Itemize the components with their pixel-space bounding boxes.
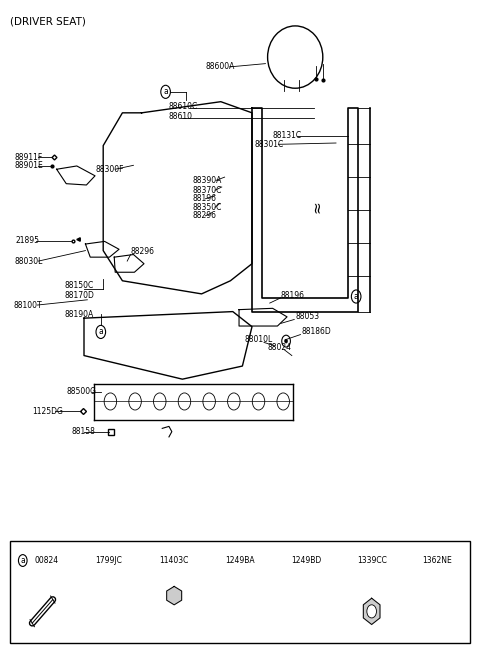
Text: 88350C: 88350C	[193, 203, 222, 212]
Text: 88158: 88158	[71, 427, 95, 436]
Text: 1249BA: 1249BA	[225, 556, 255, 565]
Text: 88296: 88296	[131, 247, 155, 256]
Text: 88170D: 88170D	[65, 291, 95, 300]
Text: 88024: 88024	[268, 343, 292, 352]
Text: a: a	[98, 327, 103, 337]
Text: 88053: 88053	[295, 312, 319, 321]
Text: 1799JC: 1799JC	[95, 556, 122, 565]
Text: 88010L: 88010L	[245, 335, 273, 344]
Text: 88370C: 88370C	[193, 186, 222, 195]
Ellipse shape	[300, 591, 311, 600]
Text: 88911F: 88911F	[14, 153, 43, 162]
Text: 00824: 00824	[35, 556, 59, 565]
Text: 88196: 88196	[193, 194, 217, 203]
Text: 21895: 21895	[15, 236, 39, 245]
Text: 88190A: 88190A	[65, 310, 94, 319]
Text: 88131C: 88131C	[273, 131, 302, 140]
Text: 1362NE: 1362NE	[422, 556, 452, 565]
Ellipse shape	[235, 591, 245, 600]
Text: 88296: 88296	[193, 211, 217, 220]
Text: 11403C: 11403C	[159, 556, 189, 565]
Text: 88030L: 88030L	[14, 256, 43, 266]
Circle shape	[367, 605, 376, 618]
Text: 88300F: 88300F	[95, 165, 123, 174]
Polygon shape	[363, 598, 380, 625]
Text: 88100T: 88100T	[13, 300, 42, 310]
Text: 88600A: 88600A	[205, 62, 235, 72]
Text: a: a	[20, 556, 25, 565]
Text: a: a	[354, 292, 359, 301]
Text: 88610C: 88610C	[169, 102, 198, 111]
Text: 88196: 88196	[281, 291, 305, 300]
Text: ≈: ≈	[309, 200, 324, 213]
Circle shape	[285, 339, 288, 343]
Text: 88901E: 88901E	[14, 161, 43, 171]
Text: a: a	[163, 87, 168, 96]
Text: 1339CC: 1339CC	[357, 556, 386, 565]
Bar	[10, 541, 470, 643]
Text: 1249BD: 1249BD	[291, 556, 321, 565]
Text: (DRIVER SEAT): (DRIVER SEAT)	[10, 16, 85, 26]
Text: 88186D: 88186D	[301, 327, 331, 337]
Text: 88610: 88610	[169, 112, 193, 121]
Text: 88390A: 88390A	[193, 176, 222, 185]
Polygon shape	[167, 586, 181, 605]
Text: 88500G: 88500G	[66, 387, 96, 396]
Text: 88150C: 88150C	[65, 281, 94, 290]
Text: 1125DG: 1125DG	[33, 407, 63, 416]
Text: 88301C: 88301C	[254, 140, 284, 149]
